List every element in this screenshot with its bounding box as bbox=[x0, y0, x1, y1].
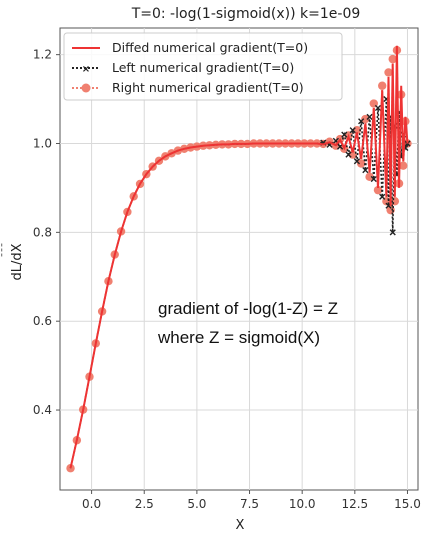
x-tick-label: 15.0 bbox=[394, 497, 421, 511]
x-tick-label: 7.5 bbox=[240, 497, 259, 511]
data-point-left bbox=[345, 151, 352, 158]
data-point-left bbox=[374, 104, 382, 112]
series-line-diffed bbox=[69, 45, 409, 469]
data-point-right bbox=[388, 54, 397, 64]
series-layer bbox=[66, 45, 412, 473]
y-axis-label: dL/dX bbox=[10, 243, 25, 280]
y-axis-label-group: dL/dX bbox=[10, 243, 25, 280]
data-point-left bbox=[353, 158, 361, 165]
legend-label-left: Left numerical gradient(T=0) bbox=[112, 60, 294, 75]
legend: Diffed numerical gradient(T=0) × Left nu… bbox=[63, 32, 343, 101]
data-point-right bbox=[378, 81, 387, 90]
y-tick-label: 1.0 bbox=[33, 137, 52, 151]
annotation-line-1: gradient of -log(1-Z) = Z bbox=[158, 299, 338, 318]
x-tick-label: 12.5 bbox=[341, 497, 368, 511]
chart-title: T=0: -log(1-sigmoid(x)) k=1e-09 bbox=[131, 6, 361, 22]
x-tick-label: 2.5 bbox=[135, 497, 154, 511]
data-point-right bbox=[365, 172, 374, 182]
data-point-left bbox=[349, 127, 356, 134]
data-point-right bbox=[373, 185, 383, 195]
y-tick-label: 0.8 bbox=[33, 225, 52, 239]
legend-label-right: Right numerical gradient(T=0) bbox=[112, 80, 304, 95]
y-tick-label: 0.4 bbox=[33, 403, 52, 417]
y-axis-label-prefix-group: ¯¯¯ bbox=[1, 243, 12, 258]
data-point-left bbox=[389, 229, 396, 236]
y-axis-label-prefix: ¯¯¯ bbox=[1, 243, 12, 258]
data-point-right bbox=[361, 114, 370, 124]
y-tick-label: 0.6 bbox=[33, 314, 52, 328]
y-tick-label: 1.2 bbox=[33, 48, 52, 62]
data-point-right bbox=[356, 159, 366, 168]
x-axis-label: X bbox=[236, 518, 245, 533]
data-point-left bbox=[370, 175, 377, 183]
data-point-right bbox=[399, 161, 408, 170]
x-tick-label: 0.0 bbox=[82, 497, 101, 511]
data-point-right bbox=[384, 68, 393, 77]
legend-marker-left: × bbox=[82, 64, 90, 75]
legend-box bbox=[63, 32, 343, 101]
data-point-left bbox=[379, 193, 386, 200]
x-axis: 0.0 2.5 5.0 7.5 10.0 12.5 15.0 bbox=[82, 490, 421, 511]
annotation-line-2: where Z = sigmoid(X) bbox=[157, 328, 320, 347]
x-tick-label: 5.0 bbox=[187, 497, 206, 511]
x-tick-label: 10.0 bbox=[289, 497, 316, 511]
data-point-right bbox=[66, 464, 75, 473]
data-point-left bbox=[362, 167, 369, 174]
legend-marker-right bbox=[81, 83, 91, 93]
data-point-left bbox=[366, 113, 373, 120]
data-point-left bbox=[358, 118, 365, 125]
plot-area bbox=[59, 27, 419, 491]
legend-label-diffed: Diffed numerical gradient(T=0) bbox=[112, 40, 308, 55]
y-axis: 0.4 0.6 0.8 1.0 1.2 bbox=[33, 48, 60, 417]
data-point-left bbox=[341, 131, 348, 138]
